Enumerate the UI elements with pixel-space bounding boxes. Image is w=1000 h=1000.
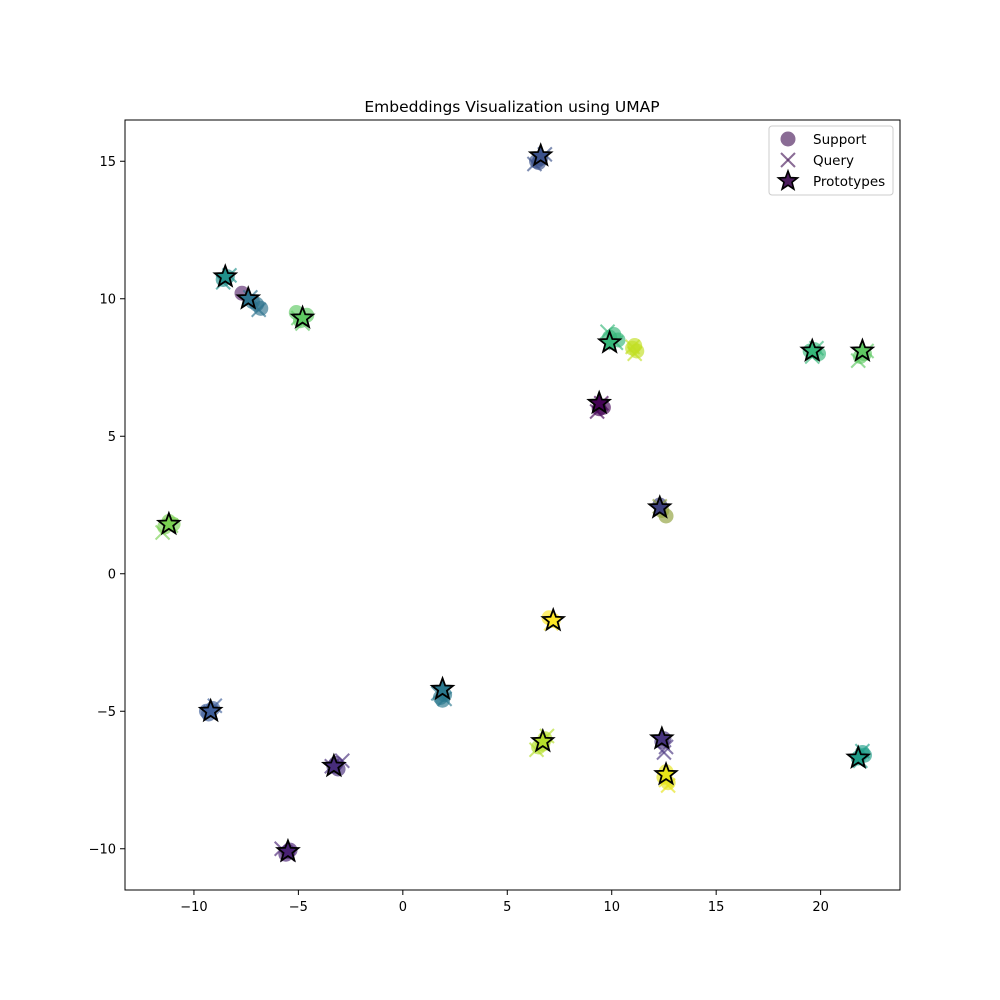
x-axis: −10 −5 0 5 10 15 20 <box>180 890 829 915</box>
x-tick-label: 10 <box>603 900 620 915</box>
chart-title: Embeddings Visualization using UMAP <box>364 98 659 116</box>
x-tick-label: −10 <box>180 900 207 915</box>
prototype-point <box>646 494 673 519</box>
axes-frame <box>124 119 901 891</box>
legend-support-marker <box>780 131 796 147</box>
prototype-point <box>289 304 316 329</box>
y-tick-label: −10 <box>89 842 116 857</box>
prototype-point <box>596 329 623 354</box>
prototype-point <box>275 837 301 863</box>
prototype-point <box>529 727 556 753</box>
prototype-point <box>320 752 347 778</box>
y-tick-label: −5 <box>97 705 116 720</box>
prototype-point <box>849 337 876 362</box>
legend: Support Query Prototypes <box>768 125 894 196</box>
data-points-layer <box>154 142 876 863</box>
y-axis: −10 −5 0 5 10 15 <box>89 155 125 857</box>
prototype-point <box>653 760 679 786</box>
prototype-point <box>845 744 872 769</box>
legend-support-label: Support <box>813 132 866 148</box>
prototype-point <box>527 142 554 167</box>
prototype-points <box>155 142 876 863</box>
x-tick-label: 0 <box>399 900 407 915</box>
x-tick-label: 5 <box>503 900 511 915</box>
prototype-point <box>586 389 613 415</box>
x-tick-label: 15 <box>708 900 725 915</box>
y-tick-label: 10 <box>99 292 116 307</box>
legend-box <box>768 125 894 196</box>
y-tick-label: 0 <box>108 567 116 582</box>
prototype-point <box>540 606 567 632</box>
query-point <box>624 339 641 355</box>
prototype-point <box>212 263 239 288</box>
prototype-point <box>197 697 224 723</box>
y-tick-label: 15 <box>99 155 116 170</box>
x-tick-label: 20 <box>812 900 829 915</box>
legend-query-marker <box>780 152 796 168</box>
prototype-point <box>648 725 675 750</box>
prototype-point <box>235 285 262 310</box>
prototype-point <box>155 510 182 536</box>
y-tick-label: 5 <box>108 430 116 445</box>
plot-area <box>124 119 901 891</box>
legend-prototypes-label: Prototypes <box>813 174 885 190</box>
prototype-point <box>429 675 456 701</box>
axes-background <box>125 120 900 890</box>
legend-query-label: Query <box>813 153 854 169</box>
x-tick-label: −5 <box>289 900 308 915</box>
legend-prototype-marker <box>776 168 800 191</box>
prototype-point <box>799 337 826 362</box>
